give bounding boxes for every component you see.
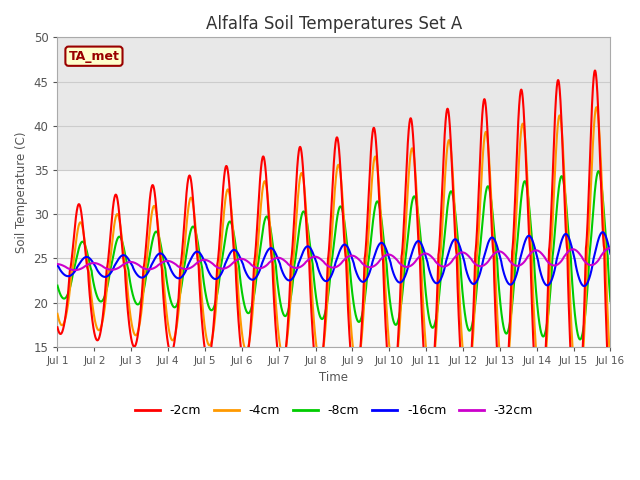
Title: Alfalfa Soil Temperatures Set A: Alfalfa Soil Temperatures Set A: [206, 15, 462, 33]
Y-axis label: Soil Temperature (C): Soil Temperature (C): [15, 131, 28, 253]
Bar: [58, 37, 611, 170]
X-axis label: Time: Time: [319, 372, 348, 384]
Bar: [58, 170, 611, 347]
Text: TA_met: TA_met: [68, 50, 120, 63]
Legend: -2cm, -4cm, -8cm, -16cm, -32cm: -2cm, -4cm, -8cm, -16cm, -32cm: [130, 399, 538, 422]
